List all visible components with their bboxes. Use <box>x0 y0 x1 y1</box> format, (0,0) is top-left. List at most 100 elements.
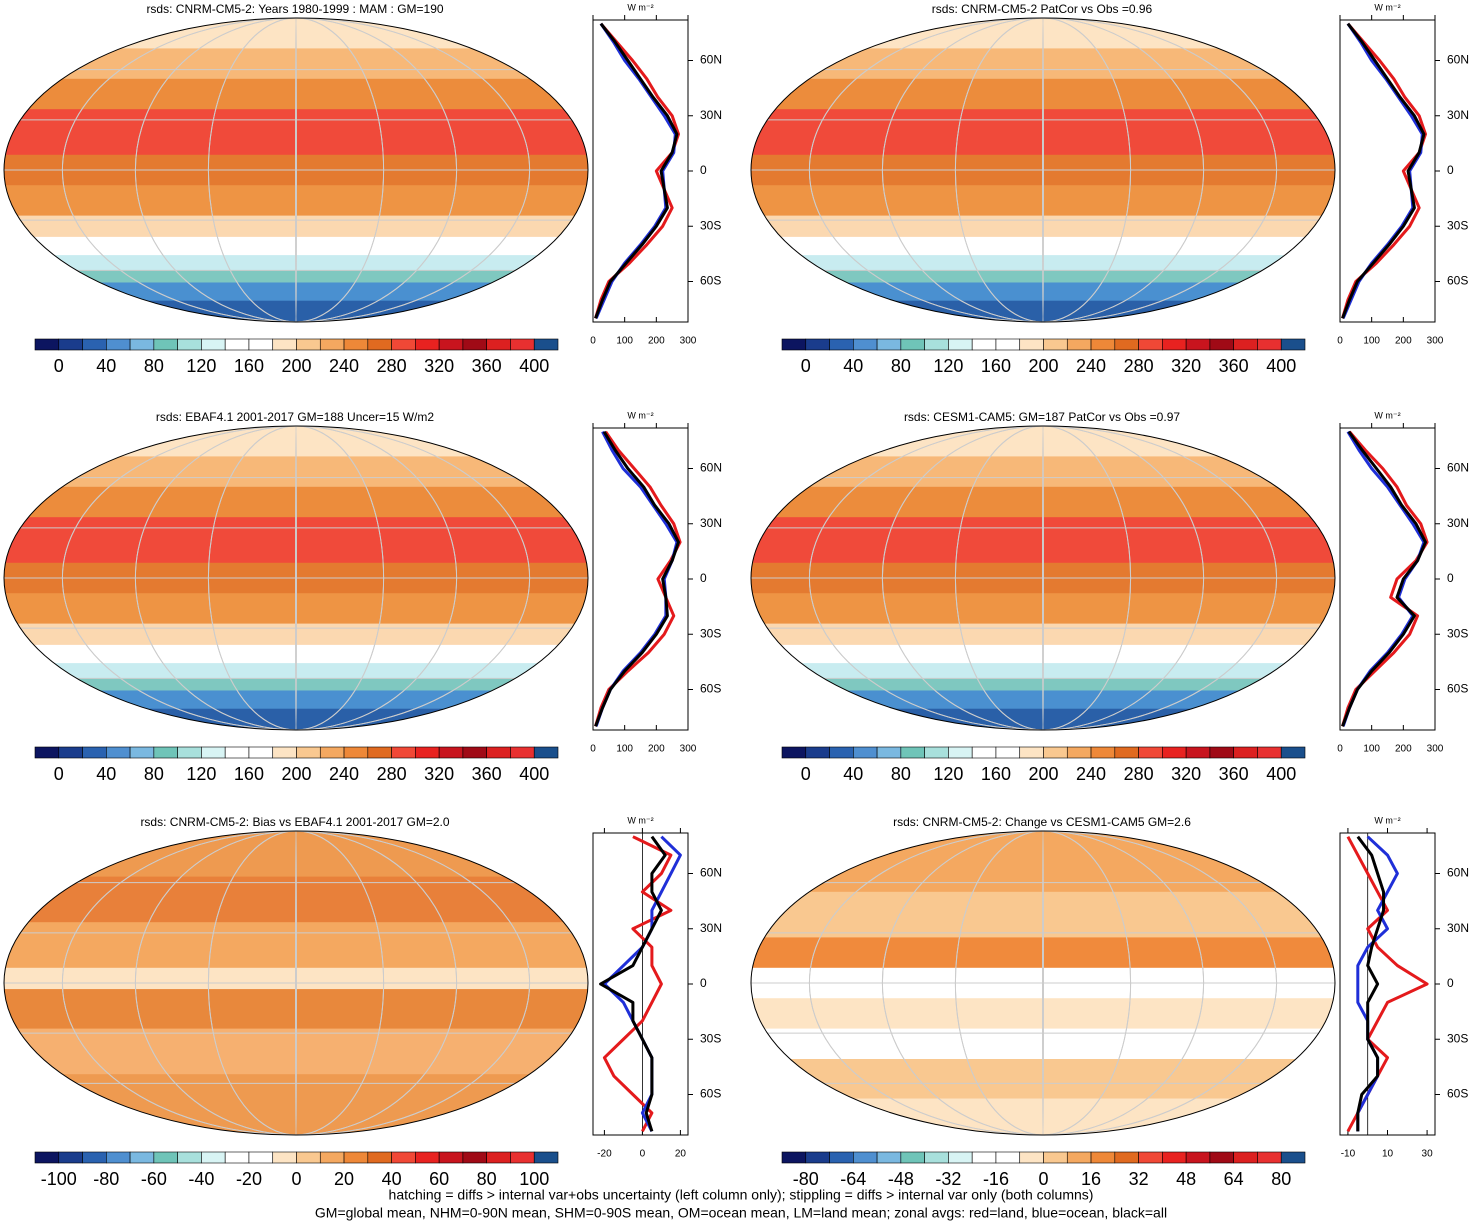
colorbar-box <box>367 1151 392 1164</box>
x-tick-label: -10 <box>1341 1149 1356 1160</box>
colorbar-box <box>1043 746 1068 759</box>
x-tick-label: 300 <box>680 744 697 755</box>
colorbar-box <box>1257 338 1282 351</box>
colorbar-box <box>900 746 925 759</box>
colorbar-box <box>438 338 464 351</box>
y-tick-label: 30S <box>1447 218 1468 232</box>
colorbar-box <box>391 1151 416 1164</box>
colorbar-box <box>948 338 973 351</box>
colorbar-box <box>34 338 60 351</box>
x-tick-label: 0 <box>590 744 596 755</box>
colorbar-box <box>201 338 226 351</box>
colorbar-label: 20 <box>334 1169 354 1189</box>
colorbar-label: 360 <box>472 356 502 376</box>
x-tick-label: 100 <box>616 744 633 755</box>
colorbar-label: 40 <box>843 764 863 784</box>
x-tick-label: 200 <box>648 744 665 755</box>
colorbar-box <box>781 746 807 759</box>
units-label: W m⁻² <box>627 2 653 12</box>
zonal-profile <box>1341 22 1426 319</box>
colorbar-label: 200 <box>281 356 311 376</box>
colorbar-box <box>1257 746 1282 759</box>
y-tick-label: 30N <box>1447 516 1469 530</box>
colorbar-box <box>462 1151 487 1164</box>
zonal-profile <box>594 430 680 727</box>
colorbar-box <box>415 338 440 351</box>
colorbar-box <box>438 1151 464 1164</box>
colorbar-box <box>1162 746 1187 759</box>
colorbar-box <box>1185 746 1211 759</box>
colorbar-box <box>224 338 250 351</box>
colorbar-box <box>153 338 178 351</box>
profile-frame <box>592 832 689 1136</box>
colorbar-box <box>272 338 297 351</box>
colorbar-label: 80 <box>144 764 164 784</box>
colorbar-label: 200 <box>1028 764 1058 784</box>
profile-frame <box>1339 19 1436 323</box>
map-outline <box>750 17 1336 323</box>
colorbar-label: 280 <box>377 764 407 784</box>
colorbar-label: 80 <box>891 356 911 376</box>
colorbar-box <box>129 1151 155 1164</box>
colorbar-box <box>995 338 1021 351</box>
colorbar-label: 160 <box>234 356 264 376</box>
y-tick-label: 0 <box>700 976 707 990</box>
colorbar-label: -16 <box>983 1169 1009 1189</box>
colorbar-box <box>153 746 178 759</box>
colorbar-box <box>924 746 949 759</box>
colorbar-label: 100 <box>519 1169 549 1189</box>
colorbar-box <box>1114 338 1139 351</box>
colorbar-box <box>995 1151 1021 1164</box>
colorbar-box <box>248 1151 274 1164</box>
y-tick-label: 60N <box>700 866 722 880</box>
y-tick-label: 60N <box>1447 866 1469 880</box>
colorbar-box <box>1280 1151 1306 1164</box>
colorbar-label: 64 <box>1224 1169 1244 1189</box>
colorbar-label: 40 <box>843 356 863 376</box>
zonal-profile <box>594 22 677 319</box>
colorbar-box <box>1257 1151 1282 1164</box>
colorbar-label: 280 <box>1124 764 1154 784</box>
colorbar-box <box>1090 338 1116 351</box>
colorbar-box <box>343 1151 369 1164</box>
x-tick-label: 20 <box>675 1149 687 1160</box>
colorbar-box <box>248 338 274 351</box>
colorbar-box <box>177 338 202 351</box>
map-outline <box>750 425 1336 731</box>
panel-title: rsds: CNRM-CM5-2: Change vs CESM1-CAM5 G… <box>893 815 1191 829</box>
zonal-profile <box>1356 835 1399 1132</box>
colorbar-box <box>106 1151 131 1164</box>
colorbar-label: 240 <box>329 764 359 784</box>
colorbar-box <box>533 1151 559 1164</box>
colorbar-label: 200 <box>1028 356 1058 376</box>
colorbar-box <box>971 1151 997 1164</box>
y-tick-label: 30S <box>700 218 721 232</box>
colorbar-box <box>391 338 416 351</box>
colorbar-label: 16 <box>1081 1169 1101 1189</box>
profile-frame <box>592 19 689 323</box>
colorbar-box <box>319 746 345 759</box>
colorbar-label: 40 <box>382 1169 402 1189</box>
colorbar-label: 80 <box>477 1169 497 1189</box>
y-tick-label: 30S <box>1447 1031 1468 1045</box>
colorbar-label: 0 <box>291 1169 301 1189</box>
colorbar-label: -64 <box>840 1169 866 1189</box>
zonal-profile <box>1341 22 1427 319</box>
x-tick-label: 30 <box>1422 1149 1434 1160</box>
colorbar-box <box>486 338 511 351</box>
panel-title: rsds: EBAF4.1 2001-2017 GM=188 Uncer=15 … <box>156 410 434 424</box>
y-tick-label: 60N <box>700 461 722 475</box>
zonal-profile <box>599 835 667 1132</box>
x-tick-label: 300 <box>1427 336 1444 347</box>
x-tick-label: 100 <box>1363 744 1380 755</box>
zonal-profile <box>594 22 679 319</box>
colorbar-label: 120 <box>186 356 216 376</box>
colorbar-box <box>486 746 511 759</box>
colorbar-label: 40 <box>96 356 116 376</box>
colorbar-box <box>296 1151 321 1164</box>
colorbar-label: 280 <box>377 356 407 376</box>
colorbar-label: 80 <box>1271 1169 1291 1189</box>
colorbar-box <box>82 1151 107 1164</box>
colorbar-box <box>781 338 807 351</box>
zonal-profile <box>1341 430 1427 727</box>
